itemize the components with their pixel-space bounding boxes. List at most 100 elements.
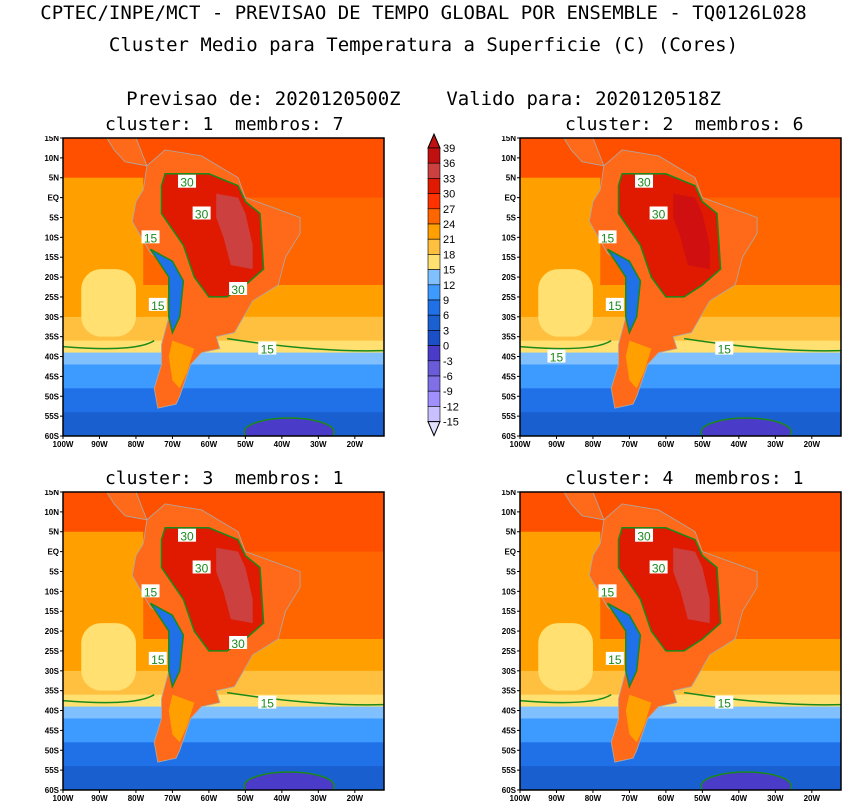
map-area: 30 30 30 15 15 15 15N 10N 5N EQ 5S 10S 15S 20S 25S 30S 3… (44, 136, 385, 449)
hot-core (673, 547, 710, 624)
map-area: 30 30 15 15 15 15 15N 10N 5N EQ 5S 10S 15S 20S 25S 30S 3… (501, 136, 842, 449)
lat-tick: 5N (49, 174, 59, 183)
lon-tick: 40W (274, 440, 291, 449)
lat-tick: 40S (502, 353, 517, 362)
lat-tick: EQ (47, 548, 59, 557)
lat-tick: 10S (45, 233, 60, 242)
lon-tick: 60W (201, 794, 218, 803)
contour-label: 30 (637, 176, 651, 190)
andes-cold (149, 248, 185, 336)
colorbar-label: 12 (443, 280, 455, 292)
lat-tick: 35S (45, 333, 60, 342)
lon-tick: 100W (510, 794, 531, 803)
lon-tick: 20W (804, 440, 821, 449)
lon-tick: 40W (731, 794, 748, 803)
lat-tick: 55S (45, 766, 60, 775)
lon-tick: 50W (694, 794, 711, 803)
colorbar-max-arrow (427, 132, 441, 149)
contour-label: 30 (231, 283, 245, 297)
temp-band (520, 412, 841, 436)
lat-tick: 15N (501, 136, 516, 143)
lon-tick: 70W (621, 794, 638, 803)
lat-tick: 60S (502, 432, 517, 441)
lon-tick: 50W (237, 794, 254, 803)
lat-tick: 15N (44, 136, 59, 143)
lat-tick: 45S (502, 372, 517, 381)
patagonia (625, 340, 652, 389)
lat-tick: 5S (506, 567, 516, 576)
map-area: 30 30 15 15 15 15N 10N 5N EQ 5S 10S 15S 20S 25S 30S 35S… (501, 490, 842, 803)
patagonia (625, 694, 652, 743)
lat-tick: 15S (45, 607, 60, 616)
map-area: 30 30 30 15 15 15 15N 10N 5N EQ 5S 10S 15S 20S 25S 30S 3… (44, 490, 385, 803)
lat-tick: 40S (502, 707, 517, 716)
temp-band (63, 352, 384, 366)
temp-band (520, 340, 841, 354)
cold-spot (700, 771, 792, 790)
lon-tick: 70W (621, 440, 638, 449)
colorbar-label: 33 (443, 173, 455, 185)
lat-tick: 25S (502, 647, 517, 656)
lat-tick: 15S (45, 253, 60, 262)
lon-tick: 30W (767, 440, 784, 449)
contour-label: 15 (261, 697, 275, 711)
colorbar-swatch (427, 254, 441, 270)
lon-tick: 90W (91, 794, 108, 803)
lat-tick: 25S (502, 293, 517, 302)
temp-band (520, 766, 841, 790)
colorbar-swatch (427, 238, 441, 255)
lon-tick: 20W (347, 440, 364, 449)
temp-band (63, 718, 384, 744)
colorbar-label: 27 (443, 204, 455, 216)
contour-label: 15 (608, 299, 622, 313)
lat-tick: 55S (502, 766, 517, 775)
colorbar-min-arrow (427, 421, 441, 437)
map-frame (62, 137, 385, 437)
panel-title: cluster: 4 membros: 1 (565, 468, 804, 489)
lat-tick: 15S (502, 253, 517, 262)
contour-label: 30 (231, 637, 245, 651)
lat-tick: 10N (501, 154, 516, 163)
lon-tick: 50W (694, 440, 711, 449)
colorbar-swatch (427, 223, 441, 240)
colorbar-swatch (427, 390, 441, 407)
lat-tick: 50S (502, 746, 517, 755)
contour-label: 15 (601, 231, 615, 245)
lon-tick: 40W (731, 440, 748, 449)
contour-label: 30 (195, 561, 209, 575)
lat-tick: 10S (45, 587, 60, 596)
colorbar-swatch (427, 284, 441, 301)
temp-band (63, 766, 384, 790)
lat-tick: 10S (502, 587, 517, 596)
map-panel-4: 30 30 15 15 15 15N 10N 5N EQ 5S 10S 15S 20S 25S 30S 35S… (501, 490, 842, 803)
colorbar-swatch (427, 360, 441, 377)
colorbar-label: -3 (443, 356, 453, 368)
lat-tick: 10N (44, 154, 59, 163)
map-panel-2: 30 30 15 15 15 15 15N 10N 5N EQ 5S 10S 15S 20S 25S 30S 3… (501, 136, 842, 449)
forecast-line: Previsao de: 2020120500Z Valido para: 20… (126, 88, 721, 110)
temp-band (520, 706, 841, 720)
hot-core (216, 193, 253, 270)
colorbar-label: 30 (443, 189, 455, 201)
lat-tick: 45S (45, 726, 60, 735)
lat-tick: 60S (45, 786, 60, 795)
lat-tick: 50S (502, 392, 517, 401)
colorbar-label: 15 (443, 265, 455, 277)
contour-label: 30 (637, 530, 651, 544)
lat-tick: 5S (506, 213, 516, 222)
lat-tick: 20S (502, 273, 517, 282)
colorbar-label: 21 (443, 234, 455, 246)
colorbar-swatch (427, 345, 441, 362)
andes-cold (149, 602, 185, 690)
colorbar-swatch (427, 193, 441, 210)
lat-tick: 15N (501, 490, 516, 497)
lat-tick: 55S (502, 412, 517, 421)
colorbar-label: -15 (443, 417, 459, 429)
subtitle: Cluster Medio para Temperatura a Superfi… (108, 34, 739, 56)
lon-tick: 60W (201, 440, 218, 449)
contour-label: 15 (261, 343, 275, 357)
patagonia (168, 340, 195, 389)
colorbar-swatch (427, 375, 441, 392)
lat-tick: 5N (49, 528, 59, 537)
contour-label: 30 (652, 207, 666, 221)
